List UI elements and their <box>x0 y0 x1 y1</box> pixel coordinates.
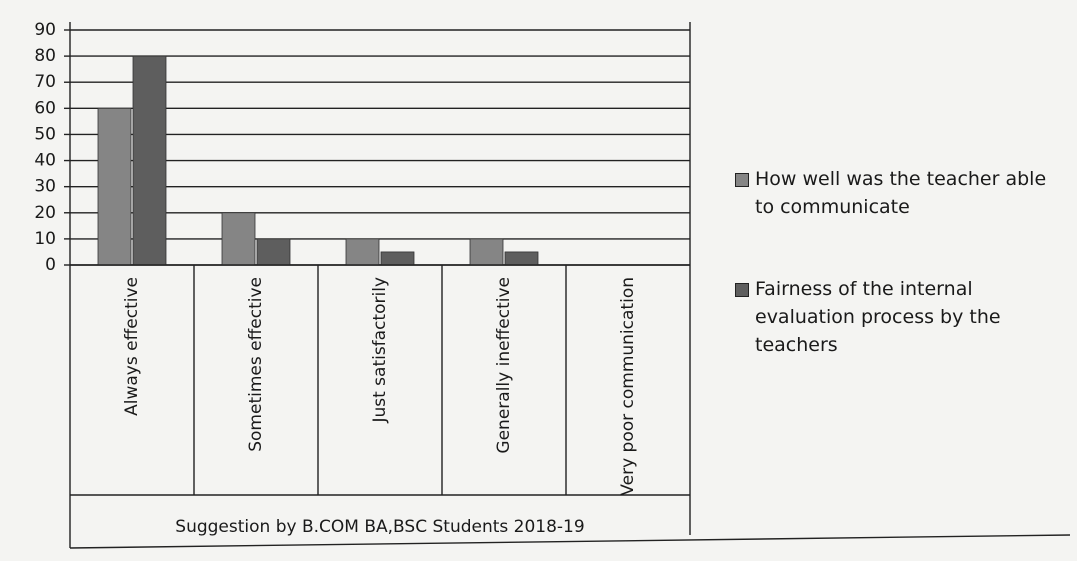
bar <box>380 251 415 266</box>
y-tick-label: 20 <box>34 203 56 223</box>
bar <box>132 55 167 266</box>
bar <box>469 238 504 266</box>
x-tick-label: Generally ineffective <box>494 277 514 454</box>
bar <box>504 251 539 266</box>
bar <box>97 107 132 266</box>
bar <box>256 238 291 266</box>
legend-label: How well was the teacher able to communi… <box>755 168 1047 218</box>
y-tick-label: 50 <box>34 124 56 144</box>
legend-item: How well was the teacher able to communi… <box>735 165 1070 221</box>
frame-base <box>69 534 1071 549</box>
y-tick-label: 70 <box>34 72 56 92</box>
legend: How well was the teacher able to communi… <box>735 165 1070 413</box>
x-tick-label: Always effective <box>122 277 142 416</box>
x-tick-label: Very poor communication <box>618 277 638 496</box>
bar <box>345 238 380 266</box>
x-axis-title: Suggestion by B.COM BA,BSC Students 2018… <box>175 517 584 537</box>
y-tick-label: 30 <box>34 177 56 197</box>
y-tick-label: 10 <box>34 229 56 249</box>
x-tick-label: Sometimes effective <box>246 277 266 452</box>
bar <box>221 212 256 266</box>
y-tick-label: 60 <box>34 98 56 118</box>
legend-swatch <box>735 173 749 187</box>
legend-item: Fairness of the internal evaluation proc… <box>735 275 1070 359</box>
y-tick-label: 80 <box>34 46 56 66</box>
y-tick-label: 0 <box>45 255 56 275</box>
y-tick-label: 90 <box>34 20 56 40</box>
legend-swatch <box>735 283 749 297</box>
y-tick-label: 40 <box>34 151 56 171</box>
x-tick-label: Just satisfactorily <box>370 277 390 424</box>
legend-label: Fairness of the internal evaluation proc… <box>755 278 1001 356</box>
